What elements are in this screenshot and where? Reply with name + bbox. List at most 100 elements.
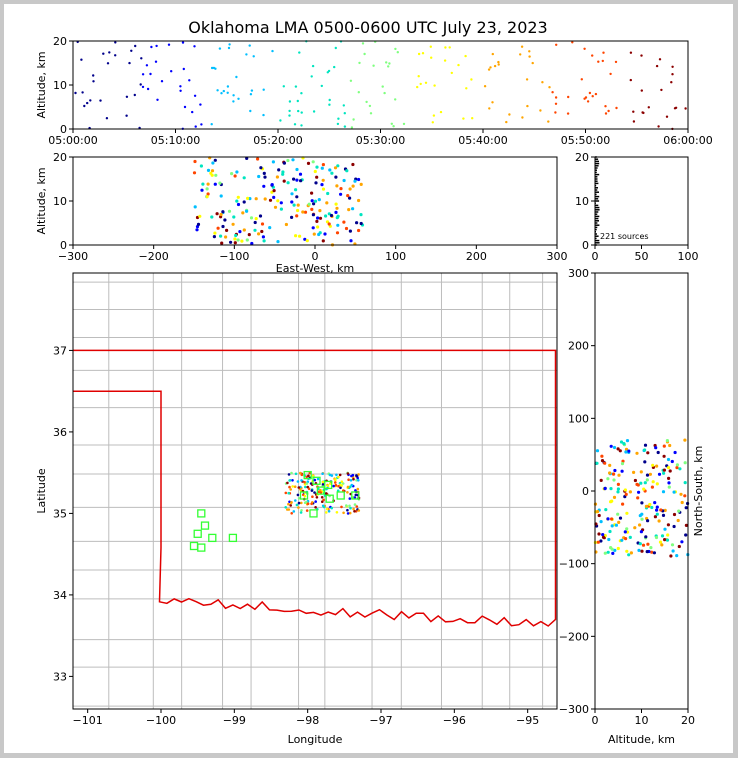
data-point [625,549,629,553]
data-point [268,198,273,202]
data-point [353,179,357,183]
source-point [303,494,307,498]
data-point [318,216,323,220]
data-point [296,203,300,207]
data-point [235,75,238,79]
x-tick-label: −100 [146,714,176,727]
data-point [313,199,318,203]
source-point [349,506,352,510]
data-point [214,173,218,177]
data-point [612,478,616,482]
source-point [290,471,293,475]
data-point [220,241,224,245]
data-point [337,117,340,120]
data-point [618,449,622,453]
source-point [353,510,356,513]
station-marker [336,491,345,500]
data-point [632,120,636,123]
data-point [673,450,677,455]
data-point [262,239,266,243]
data-point [74,91,77,95]
data-point [336,122,340,126]
data-point [200,123,203,126]
data-point [644,504,649,508]
data-point [346,194,350,198]
y-tick-label: 20 [575,151,589,164]
x-tick-label: 0 [592,250,599,263]
data-point [531,61,534,65]
data-point [276,240,280,244]
data-point [235,199,239,203]
source-point [348,511,352,515]
source-point [296,493,300,497]
data-point [272,195,276,199]
data-point [235,170,239,174]
data-point [349,239,353,243]
data-point [622,442,626,446]
data-point [294,234,298,238]
data-point [238,230,242,234]
y-axis-label: North-South, km [692,446,705,537]
data-point [210,215,214,219]
data-point [586,100,590,103]
data-point [680,540,684,544]
data-point [334,202,338,206]
data-point [181,41,185,44]
data-point [80,58,83,61]
data-point [648,472,653,476]
data-point [334,175,338,179]
figure: Oklahoma LMA 0500-0600 UTC July 23, 2023… [4,4,733,753]
source-point [299,471,302,475]
data-point [671,73,674,76]
data-point [643,443,648,447]
data-point [465,87,468,90]
data-point [321,163,325,167]
data-point [259,166,263,170]
data-point [483,85,487,88]
source-point [297,486,301,489]
data-point [262,113,265,117]
data-point [205,187,209,191]
data-point [639,530,644,534]
data-point [671,65,674,68]
data-point [295,214,299,218]
source-point [352,507,355,511]
source-point [300,473,304,477]
data-point [610,499,614,503]
data-point [236,202,241,207]
data-point [433,84,436,87]
data-point [154,60,158,63]
source-point [355,474,358,477]
data-point [290,192,294,196]
data-point [326,191,330,196]
data-point [237,97,240,101]
data-point [416,85,419,89]
data-point [294,188,298,192]
data-point [658,58,662,61]
y-tick-label: −200 [559,630,589,643]
data-point [253,220,257,225]
data-point [105,117,109,120]
data-point [245,53,248,56]
source-point [340,480,344,484]
source-point [316,477,320,481]
data-point [629,78,632,82]
source-point [348,497,352,500]
data-point [625,527,629,531]
data-point [680,500,684,505]
data-point [639,470,643,474]
data-point [663,508,667,512]
data-point [655,482,659,486]
data-point [599,478,603,482]
source-point [334,478,337,481]
data-point [662,468,667,472]
data-point [216,226,220,230]
source-point [321,472,324,476]
data-point [225,228,229,232]
data-point [348,196,352,200]
source-point [325,507,329,511]
y-tick-label: 200 [568,340,589,353]
data-point [191,110,194,114]
data-point [193,45,196,48]
data-point [271,160,275,164]
